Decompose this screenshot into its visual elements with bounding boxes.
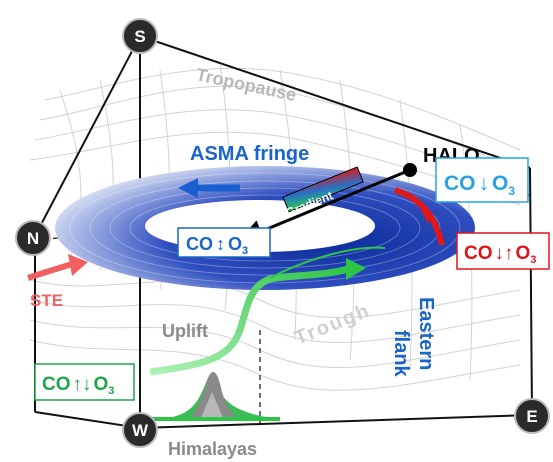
corner-s-label: S	[134, 27, 145, 46]
tropopause-label: Tropopause	[194, 64, 298, 105]
eastern-label: Eastern	[415, 297, 437, 370]
svg-text:CO↕O3: CO ↕ O3	[186, 234, 248, 257]
co-o3-box-left: CO ↑↓ O3	[34, 363, 135, 401]
corner-s: S	[122, 18, 158, 54]
himalayas-mountains	[145, 371, 280, 421]
co-o3-box-top-right: CO ↓ O3	[435, 157, 529, 203]
ste-arrowhead	[68, 254, 88, 276]
corner-n: N	[15, 220, 51, 256]
himalayas-label: Himalayas	[168, 439, 257, 459]
circulation-arrowhead	[178, 178, 198, 198]
uplift-thin-path	[269, 246, 386, 279]
corner-n-label: N	[27, 229, 39, 248]
box-frame	[34, 35, 533, 429]
corner-e: E	[514, 398, 550, 434]
uplift-arrowhead	[346, 258, 366, 280]
co-o3-box-right: CO ↓↑ O3	[456, 232, 550, 270]
corner-w: W	[122, 412, 158, 448]
ste-arrow	[27, 261, 73, 281]
svg-text:CO↑↓O3: CO ↑↓ O3	[42, 374, 114, 397]
uplift-label: Uplift	[162, 321, 208, 341]
ste-label: STE	[30, 291, 63, 310]
co-o3-box-center: CO ↕ O3	[177, 227, 271, 258]
gradient-bar	[282, 166, 364, 213]
corner-e-label: E	[526, 407, 537, 426]
asma-fringe-label: ASMA fringe	[190, 143, 309, 165]
corner-w-label: W	[132, 421, 149, 440]
uplift-path	[149, 264, 354, 376]
eastern-flank-arrowhead	[418, 204, 430, 224]
svg-text:CO↓↑O3: CO ↓↑ O3	[464, 243, 536, 266]
flank-label: flank	[390, 330, 412, 378]
halo-line	[238, 168, 411, 243]
halo-marker	[403, 163, 417, 177]
svg-text:CO↓O3: CO ↓ O3	[444, 172, 515, 198]
